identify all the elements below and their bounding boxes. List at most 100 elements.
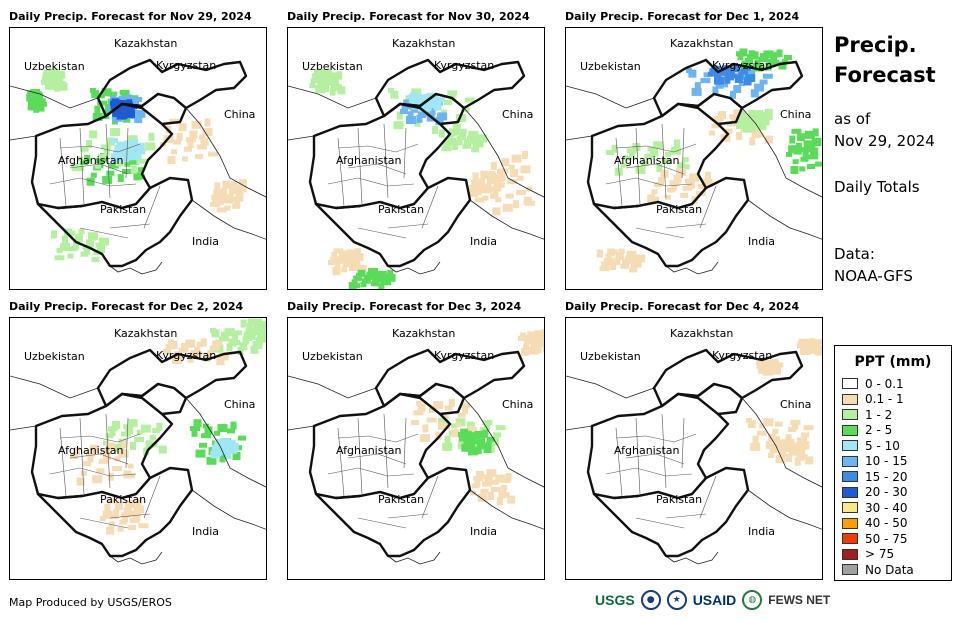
province-boundary [125, 417, 129, 469]
precip-cell [236, 184, 247, 193]
precip-cell [37, 103, 44, 112]
region-outline [314, 176, 472, 268]
legend-label: 0.1 - 1 [865, 392, 904, 407]
precip-cell [658, 177, 664, 185]
precip-cell [221, 449, 230, 455]
precip-cell [121, 148, 132, 157]
precip-cell [467, 447, 478, 456]
country-boundary [463, 397, 544, 488]
legend-swatch [842, 486, 858, 498]
borders [288, 348, 544, 565]
country-label-uzbekistan: Uzbekistan [580, 350, 641, 363]
precip-cell [439, 424, 450, 430]
precip-cell [223, 443, 232, 452]
state-seal-icon: ★ [666, 590, 687, 610]
precip-cell [181, 343, 187, 348]
precip-cell [768, 453, 774, 458]
precip-cell [754, 113, 763, 122]
precip-cell [788, 450, 799, 456]
province-boundary [421, 475, 439, 519]
precip-cell [110, 128, 120, 136]
precip-cell [78, 228, 85, 234]
precip-cell [125, 473, 136, 479]
precip-cell [641, 160, 650, 166]
country-boundary [665, 551, 719, 565]
precip-cell [91, 257, 100, 263]
precip-cell [77, 156, 84, 162]
precip-cell [195, 449, 206, 458]
precip-cell [230, 421, 237, 430]
country-label-china: China [780, 398, 811, 411]
precip-cell [611, 144, 618, 153]
precip-cell [411, 420, 419, 425]
precip-cell [59, 82, 68, 91]
region-outline [592, 466, 750, 558]
precip-cell [479, 177, 486, 186]
map-panel-2: Kazakhstan Uzbekistan Kyrgyzstan China Afgha… [287, 27, 545, 290]
map-panel-4: Kazakhstan Uzbekistan Kyrgyzstan China Afgha… [9, 317, 267, 580]
precip-cell [480, 488, 489, 494]
precip-cell [488, 492, 494, 500]
precip-cell [806, 344, 817, 350]
legend-swatch [842, 440, 858, 452]
precip-cell [417, 103, 428, 112]
precip-cell [788, 427, 796, 432]
precip-cell [466, 421, 475, 427]
precip-cell [517, 175, 524, 181]
precip-cell [135, 498, 142, 507]
precip-cell [694, 82, 701, 91]
precip-cell [476, 471, 484, 479]
precip-cell [128, 147, 135, 156]
precip-cell [733, 85, 742, 94]
province-boundary [347, 163, 407, 175]
precip-cell [116, 141, 125, 147]
precip-cell [762, 112, 773, 121]
precip-cell [231, 181, 237, 186]
precip-cell [248, 319, 259, 325]
precip-cell [67, 253, 74, 259]
precip-cell [329, 87, 336, 96]
precip-cell [703, 72, 710, 78]
precip-cell [51, 78, 62, 84]
precip-cell [114, 456, 121, 462]
precip-cell [86, 177, 95, 186]
precip-cell [524, 200, 535, 206]
province-boundary [59, 143, 141, 153]
country-label-kyrgyzstan: Kyrgyzstan [156, 59, 216, 72]
legend-label: 15 - 20 [865, 469, 908, 484]
precip-cell [788, 145, 799, 154]
precip-cell [217, 424, 228, 432]
precip-cell [758, 56, 768, 62]
precip-cell [43, 73, 50, 82]
precip-cell [332, 79, 339, 85]
precip-cell [56, 248, 63, 254]
precip-cell [187, 140, 194, 148]
province-boundary [661, 413, 667, 489]
country-boundary [747, 199, 822, 240]
legend-item: 10 - 15 [835, 454, 951, 470]
precip-cell [770, 436, 780, 441]
precip-layer [26, 68, 247, 263]
precip-cell [89, 130, 98, 139]
country-label-china: China [224, 108, 255, 121]
precip-cell [381, 280, 392, 286]
precip-cell [178, 123, 187, 132]
precip-cell [665, 151, 672, 157]
province-boundary [79, 227, 129, 239]
precip-cell [761, 117, 770, 125]
precip-cell [117, 526, 124, 532]
precip-cell [671, 182, 678, 191]
precip-cell [156, 422, 163, 431]
precip-cell [774, 440, 782, 448]
region-outline [36, 466, 194, 558]
precip-cell [422, 424, 429, 433]
precip-cell [452, 123, 461, 132]
precip-cell [482, 429, 489, 438]
map-svg-2: Kazakhstan Uzbekistan Kyrgyzstan China Afgha… [288, 37, 544, 289]
precip-cell [774, 421, 783, 427]
precip-cell [219, 454, 226, 463]
precip-cell [756, 430, 767, 436]
precip-cell [737, 52, 744, 61]
precip-cell [107, 472, 114, 481]
precip-cell [255, 318, 262, 324]
